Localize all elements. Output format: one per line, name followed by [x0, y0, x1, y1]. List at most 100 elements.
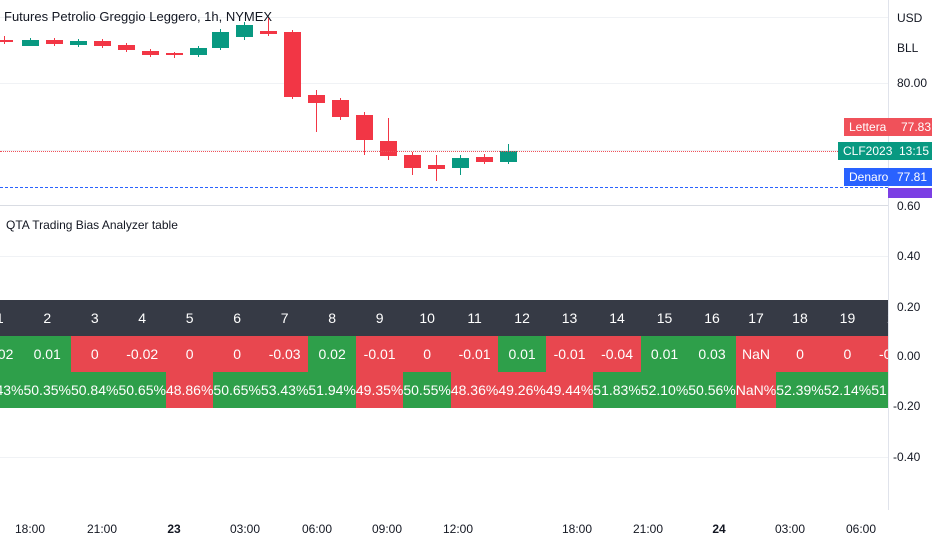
candle-wick: [316, 90, 317, 132]
table-header-cell: 17: [735, 300, 777, 336]
table-value-cell: 0.01: [23, 336, 71, 372]
candle-body: [404, 155, 421, 168]
time-tick: 06:00: [845, 522, 877, 536]
candle-body: [142, 51, 159, 55]
ask-price-line: [0, 151, 888, 152]
table-percent-cell: 52.14%: [823, 372, 872, 408]
last-price-marker: [888, 188, 932, 198]
time-axis[interactable]: 18:00 21:00 23 03:00 06:00 09:00 12:00 1…: [0, 510, 888, 550]
candle-body: [332, 100, 349, 117]
candle-wick: [268, 18, 269, 36]
candle-body: [46, 40, 63, 44]
candle-wick: [388, 118, 389, 160]
table-header-cell: 11: [450, 300, 499, 336]
bid-label: Denaro: [844, 168, 892, 186]
table-header-cell: 1: [0, 300, 24, 336]
indicator-title[interactable]: QTA Trading Bias Analyzer table: [6, 218, 178, 232]
time-tick: 06:00: [301, 522, 333, 536]
unit-label[interactable]: BLL: [897, 41, 919, 55]
grid-line: [0, 150, 888, 151]
table-value-cell: -0.01: [450, 336, 499, 372]
indicator-tick: -0.20: [893, 399, 921, 413]
candle-body: [380, 141, 397, 156]
time-tick: 21:00: [86, 522, 118, 536]
table-percent-cell: 51.83%: [593, 372, 641, 408]
time-tick: 18:00: [561, 522, 593, 536]
time-tick: 03:00: [774, 522, 806, 536]
grid-line: [0, 17, 888, 18]
time-tick: 21:00: [632, 522, 664, 536]
table-percent-cell: 49.26%: [498, 372, 546, 408]
table-percent-cell: 50.84%: [70, 372, 119, 408]
indicator-tick: 0.20: [897, 300, 921, 314]
indicator-tick: -0.40: [893, 450, 921, 464]
table-value-cell: -0.01: [545, 336, 594, 372]
table-percent-cell: 49.44%: [545, 372, 594, 408]
ask-value: 77.83: [896, 118, 932, 136]
table-percent-cell: 48.36%: [450, 372, 499, 408]
time-tick: 12:00: [442, 522, 474, 536]
grid-line: [0, 256, 888, 257]
candle-body: [356, 115, 373, 140]
table-value-cell: -0.02: [118, 336, 166, 372]
table-value-cell: 0.01: [640, 336, 689, 372]
table-percent-cell: 49.35%: [355, 372, 404, 408]
grid-line: [0, 457, 888, 458]
table-value-cell: 0.02: [0, 336, 24, 372]
candle-body: [236, 25, 253, 37]
bias-analyzer-table: 123456789101112131415161718192021 0.020.…: [0, 300, 888, 408]
table-header-cell: 8: [308, 300, 356, 336]
table-percent-cell: 51.09%: [871, 372, 888, 408]
table-header-cell: 16: [688, 300, 736, 336]
table-percent-cell: 50.65%: [118, 372, 166, 408]
time-tick: 03:00: [229, 522, 261, 536]
price-tick: 80.00: [897, 76, 928, 90]
table-header-cell: 19: [823, 300, 872, 336]
table-value-row: 0.020.010-0.0200-0.030.02-0.010-0.010.01…: [0, 336, 888, 372]
pane-divider[interactable]: [0, 205, 932, 206]
table-percent-cell: 51.94%: [308, 372, 356, 408]
table-value-cell: NaN: [735, 336, 777, 372]
candle-body: [476, 157, 493, 162]
table-header-cell: 9: [355, 300, 404, 336]
candle-body: [500, 151, 517, 162]
table-value-cell: -0.03: [260, 336, 309, 372]
ask-label: Lettera: [844, 118, 900, 136]
table-percent-cell: 51.43%: [0, 372, 24, 408]
price-scale[interactable]: USD BLL 80.00 0.60 0.40 0.20 0.00 -0.20 …: [888, 0, 932, 510]
table-header-cell: 6: [213, 300, 261, 336]
table-value-cell: 0: [165, 336, 214, 372]
table-value-cell: 0: [823, 336, 872, 372]
candle-body: [452, 158, 469, 168]
table-percent-row: 51.43%50.35%50.84%50.65%48.86%50.65%53.4…: [0, 372, 888, 408]
candle-body: [22, 40, 39, 46]
chart-area[interactable]: Futures Petrolio Greggio Leggero, 1h, NY…: [0, 0, 888, 510]
table-header-row: 123456789101112131415161718192021: [0, 300, 888, 336]
table-header-cell: 15: [640, 300, 689, 336]
table-header-cell: 13: [545, 300, 594, 336]
table-percent-cell: NaN%: [735, 372, 777, 408]
table-percent-cell: 50.65%: [213, 372, 261, 408]
table-percent-cell: 52.39%: [776, 372, 824, 408]
table-header-cell: 5: [165, 300, 214, 336]
symbol-title[interactable]: Futures Petrolio Greggio Leggero, 1h, NY…: [4, 9, 273, 24]
candle-body: [308, 95, 325, 103]
currency-label[interactable]: USD: [897, 11, 923, 25]
table-percent-cell: 50.56%: [688, 372, 736, 408]
table-value-cell: 0: [70, 336, 119, 372]
indicator-tick: 0.40: [897, 249, 921, 263]
symbol-label: CLF2023: [838, 142, 894, 160]
table-percent-cell: 50.55%: [403, 372, 451, 408]
table-percent-cell: 50.35%: [23, 372, 71, 408]
table-header-cell: 12: [498, 300, 546, 336]
time-tick: 18:00: [14, 522, 46, 536]
table-header-cell: 7: [260, 300, 309, 336]
candle-body: [0, 40, 13, 42]
table-header-cell: 3: [70, 300, 119, 336]
table-header-cell: 10: [403, 300, 451, 336]
table-header-cell: 20: [871, 300, 888, 336]
candle-body: [428, 165, 445, 169]
grid-line: [0, 83, 888, 84]
table-header-cell: 4: [118, 300, 166, 336]
bid-price-line: [0, 187, 888, 188]
